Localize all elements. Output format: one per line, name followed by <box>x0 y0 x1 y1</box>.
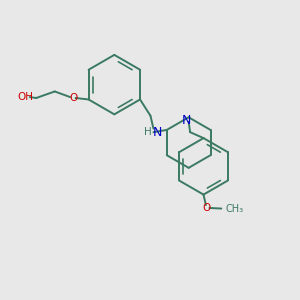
Text: CH₃: CH₃ <box>226 204 244 214</box>
Text: O: O <box>202 203 211 213</box>
Text: O: O <box>69 93 77 103</box>
Text: H: H <box>144 127 152 137</box>
Text: OH: OH <box>17 92 33 101</box>
Text: N: N <box>152 126 162 139</box>
Text: N: N <box>182 114 191 128</box>
